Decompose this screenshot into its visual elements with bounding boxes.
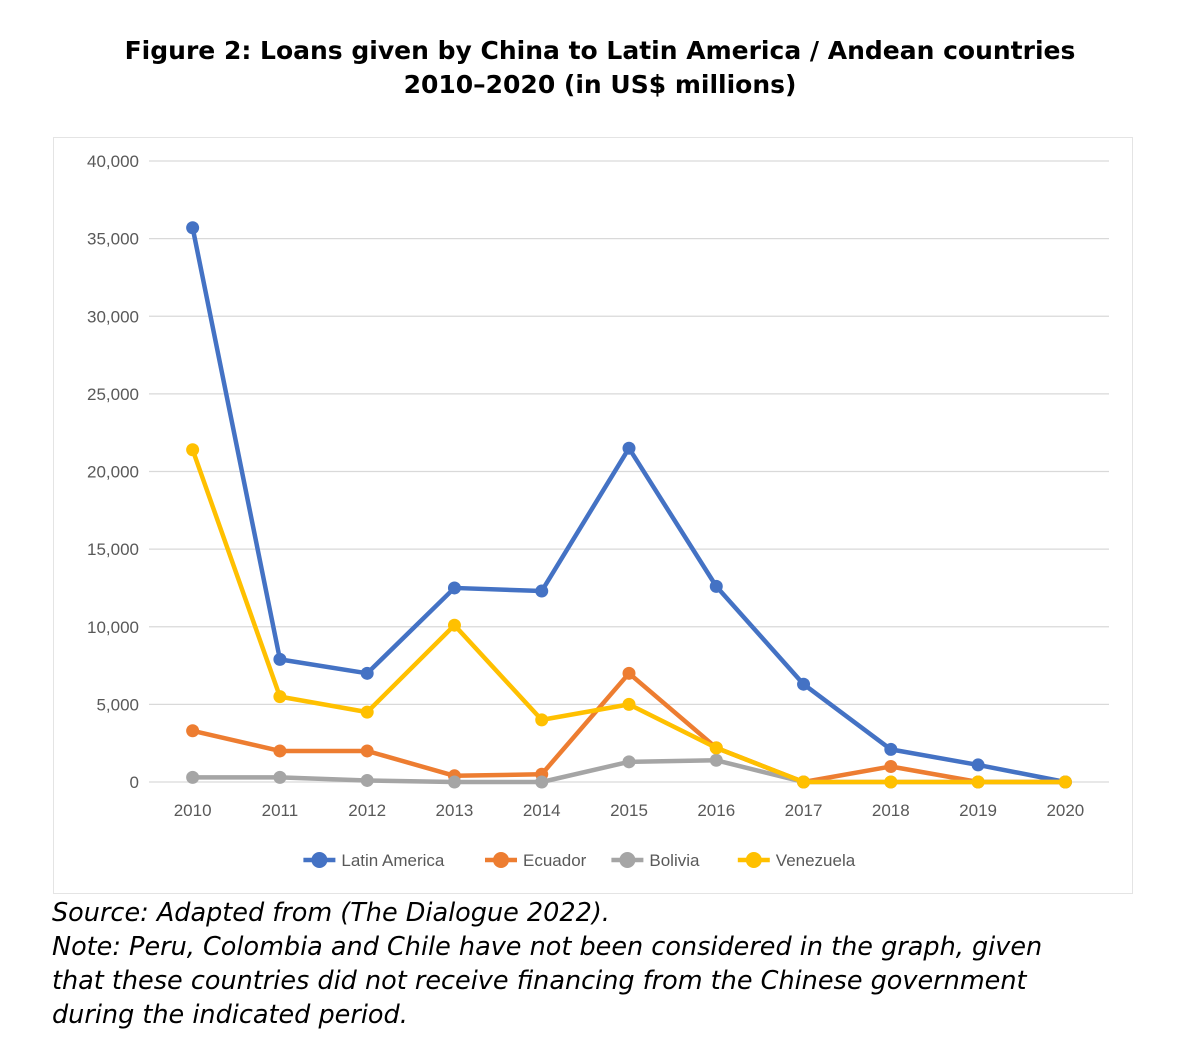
source-note: Source: Adapted from (The Dialogue 2022)… xyxy=(52,898,610,928)
line-chart: 0 5,000 10,000 15,000 20,000 25,000 30,000 35,0… xyxy=(87,152,1109,870)
data-point xyxy=(622,441,636,455)
y-tick-label: 0 xyxy=(130,773,139,792)
note-line-3: during the indicated period. xyxy=(52,1000,408,1030)
data-point xyxy=(273,652,287,666)
y-tick-label: 10,000 xyxy=(87,618,139,637)
y-tick-label: 5,000 xyxy=(96,695,139,714)
data-point xyxy=(360,744,374,758)
data-point xyxy=(622,666,636,680)
data-point xyxy=(622,697,636,711)
data-point xyxy=(186,221,200,235)
figure-title-line-2: 2010–2020 (in US$ millions) xyxy=(403,70,797,99)
x-tick-label: 2016 xyxy=(697,801,735,820)
data-point xyxy=(971,758,985,772)
series-venezuela xyxy=(186,443,1072,789)
x-tick-label: 2013 xyxy=(436,801,474,820)
note-line-2: that these countries did not receive fin… xyxy=(52,966,1027,996)
figure-notes: Source: Adapted from (The Dialogue 2022)… xyxy=(52,896,1162,1032)
legend-swatch-marker xyxy=(619,852,636,868)
x-tick-label: 2012 xyxy=(348,801,386,820)
x-tick-label: 2019 xyxy=(959,801,997,820)
legend-item: Venezuela xyxy=(737,851,856,870)
y-tick-label: 15,000 xyxy=(87,540,139,559)
legend-swatch-marker xyxy=(745,852,762,868)
series-ecuador xyxy=(186,666,1072,789)
data-point xyxy=(273,744,287,758)
legend-swatch-marker xyxy=(311,852,328,868)
y-tick-label: 35,000 xyxy=(87,230,139,249)
x-tick-label: 2020 xyxy=(1046,801,1084,820)
x-tick-label: 2017 xyxy=(785,801,823,820)
series-latin-america xyxy=(186,221,1072,789)
data-point xyxy=(273,770,287,784)
legend-swatch-marker xyxy=(493,852,509,868)
x-tick-label: 2014 xyxy=(523,801,561,820)
y-tick-label: 20,000 xyxy=(87,463,139,482)
x-tick-label: 2011 xyxy=(262,801,299,820)
figure-title-line-1: Figure 2: Loans given by China to Latin … xyxy=(124,36,1076,65)
legend-item: Bolivia xyxy=(611,851,700,870)
data-point xyxy=(360,666,374,680)
data-point xyxy=(186,770,200,784)
gridlines xyxy=(149,160,1109,783)
x-axis: 2010 2011 2012 2013 2014 2015 2016 2017 2018 2019… xyxy=(174,801,1085,820)
data-point xyxy=(1058,775,1072,789)
x-tick-label: 2010 xyxy=(174,801,212,820)
figure-title: Figure 2: Loans given by China to Latin … xyxy=(0,34,1200,102)
chart-frame: 0 5,000 10,000 15,000 20,000 25,000 30,000 35,0… xyxy=(53,137,1133,894)
legend-item: Latin America xyxy=(303,851,445,870)
data-point xyxy=(971,775,985,789)
legend-label: Ecuador xyxy=(523,851,587,870)
data-point xyxy=(622,755,636,769)
series-line xyxy=(190,447,1068,785)
data-point xyxy=(360,773,374,787)
y-tick-label: 30,000 xyxy=(87,307,139,326)
data-point xyxy=(535,713,549,727)
data-point xyxy=(797,677,811,691)
x-tick-label: 2015 xyxy=(610,801,648,820)
legend-label: Bolivia xyxy=(649,851,700,870)
note-line-1: Note: Peru, Colombia and Chile have not … xyxy=(52,932,1043,962)
x-tick-label: 2018 xyxy=(872,801,910,820)
data-point xyxy=(884,759,898,773)
legend: Latin America Ecuador Bolivia Venezuela xyxy=(303,851,856,870)
data-point xyxy=(273,690,287,704)
data-point xyxy=(797,775,811,789)
data-point xyxy=(447,618,461,632)
data-point xyxy=(709,579,723,593)
data-point xyxy=(709,753,723,767)
data-point xyxy=(709,741,723,755)
data-point xyxy=(884,775,898,789)
data-point xyxy=(884,742,898,756)
data-point xyxy=(360,705,374,719)
data-point xyxy=(186,443,200,457)
y-tick-label: 25,000 xyxy=(87,385,139,404)
data-point xyxy=(186,724,200,738)
y-tick-label: 40,000 xyxy=(87,152,139,171)
data-point xyxy=(447,581,461,595)
legend-label: Venezuela xyxy=(776,851,856,870)
legend-label: Latin America xyxy=(341,851,445,870)
data-point xyxy=(535,775,549,789)
data-point xyxy=(535,584,549,598)
y-axis: 0 5,000 10,000 15,000 20,000 25,000 30,000 35,0… xyxy=(87,152,139,792)
series-lines xyxy=(186,221,1072,789)
data-point xyxy=(447,775,461,789)
legend-item: Ecuador xyxy=(485,851,587,870)
